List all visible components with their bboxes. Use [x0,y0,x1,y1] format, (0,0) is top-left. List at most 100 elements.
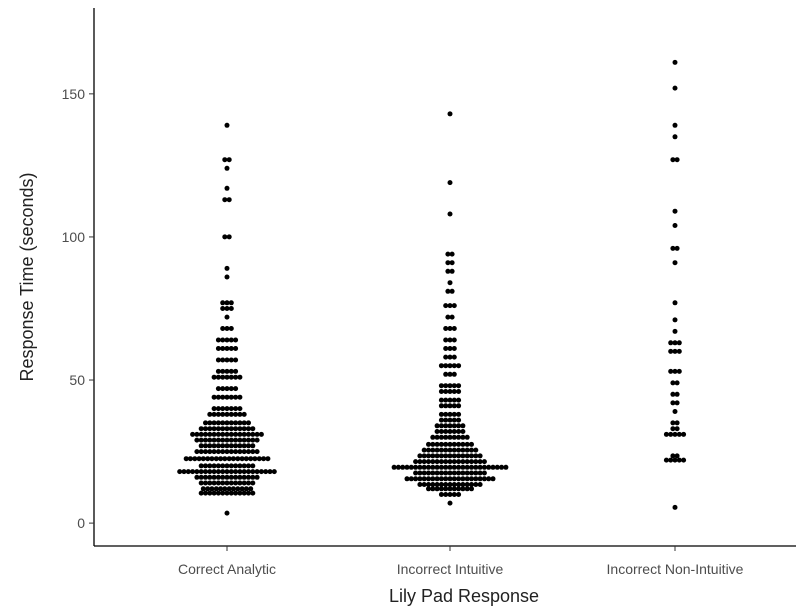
data-point [451,371,457,377]
data-point [672,504,678,510]
data-point [670,157,676,163]
data-point [456,417,462,423]
data-point [430,476,436,482]
data-point [211,480,217,486]
data-point [421,476,427,482]
data-point [434,486,440,492]
data-point [220,306,226,311]
data-point [464,434,470,440]
data-point [676,368,682,374]
data-point [438,482,444,487]
data-point [215,431,221,437]
data-point [443,337,449,343]
data-point [670,426,676,432]
data-point [426,459,431,465]
data-point [190,469,196,475]
data-point [451,434,457,440]
data-point [237,437,243,443]
data-point [456,383,462,389]
data-point [443,363,449,369]
data-point [430,447,436,453]
y-axis-title: Response Time (seconds) [17,172,37,381]
data-point [215,443,221,449]
data-point [224,431,230,437]
data-point [456,397,462,403]
data-point [426,486,431,492]
data-point [481,470,487,476]
data-point [215,490,221,496]
data-point [438,441,444,447]
data-point [233,443,239,449]
data-point [672,457,678,463]
data-point [434,441,440,447]
data-point [413,476,419,482]
data-point [672,328,678,334]
data-point [215,474,221,480]
data-point [417,476,423,482]
data-point [220,374,226,380]
data-point [233,346,239,351]
data-point [434,447,440,453]
data-point [224,165,230,171]
data-point [434,429,440,434]
data-point [220,326,226,331]
data-point [222,486,228,492]
data-point [681,431,687,437]
data-point [447,464,453,470]
data-point [243,456,249,462]
data-point [668,457,674,463]
data-point [254,474,260,480]
data-point [215,406,221,412]
data-point [464,486,470,492]
data-point [481,464,487,470]
data-point [228,394,234,400]
data-point [230,486,236,492]
data-point [672,348,678,354]
data-point [443,470,449,476]
data-point [203,437,208,443]
data-point [434,453,440,459]
data-point [233,337,239,343]
data-point [477,482,483,487]
data-point [438,447,444,453]
data-point [434,459,440,465]
data-point [447,180,453,186]
x-tick-label: Correct Analytic [178,561,276,577]
data-point [263,469,269,475]
data-point [426,453,431,459]
data-point [438,476,444,482]
data-point [670,380,676,386]
data-point [486,464,492,470]
data-point [228,443,234,449]
data-point [215,420,221,426]
data-point [447,397,453,403]
data-point [404,476,410,482]
data-point [456,363,462,369]
data-point [246,480,251,486]
data-point [443,453,449,459]
data-point [250,469,256,475]
data-point [464,459,470,465]
y-axis-ticks: 0 50 100 150 [62,86,94,531]
data-point [413,459,419,465]
data-point [434,476,440,482]
data-point [443,397,449,403]
data-point [218,486,224,492]
data-point [668,431,674,437]
data-point [198,443,204,449]
data-point [447,211,453,217]
data-point [220,469,226,475]
data-point [469,464,474,470]
data-point [469,447,474,453]
data-point [207,411,213,417]
data-point [241,420,247,426]
data-point [447,434,453,440]
data-point [233,420,239,426]
data-point [451,441,457,447]
data-point [224,357,230,363]
data-point [241,480,247,486]
data-point [215,463,221,469]
data-point [443,492,449,497]
data-point [207,463,213,469]
data-point [668,368,674,374]
